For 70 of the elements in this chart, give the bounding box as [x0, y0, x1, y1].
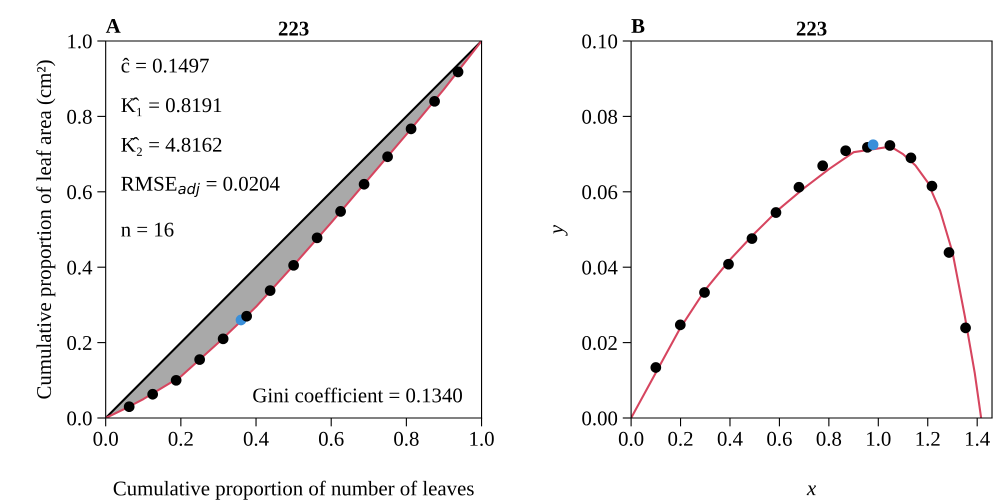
x-tick-label: 1.0: [867, 432, 891, 446]
y-tick-label: 0.2: [67, 336, 92, 350]
y-tick-label: 0.10: [582, 34, 618, 49]
x-tick-label: 0.4: [244, 432, 269, 446]
point: [699, 287, 710, 298]
point: [746, 233, 758, 244]
x-tick-label: 0.4: [718, 432, 743, 446]
point: [794, 182, 804, 193]
point: [884, 140, 896, 151]
point: [382, 151, 393, 162]
annotation: RMSE$_{adj}$ = 0.0204: [121, 176, 280, 198]
y-tick-label: 0.00: [582, 411, 618, 426]
y-axis-title: y: [554, 224, 568, 236]
point: [406, 123, 416, 134]
x-axis-title: Cumulative proportion of number of leaves: [114, 480, 474, 500]
y-tick-label: 0.02: [582, 336, 617, 350]
chart-title: 223: [796, 22, 826, 36]
y-tick-label: 0.0: [67, 411, 92, 426]
x-tick-label: 0.8: [816, 432, 842, 446]
y-tick-label: 0.6: [67, 185, 92, 200]
x-tick-label: 0.6: [318, 432, 344, 446]
point: [926, 180, 938, 192]
point: [124, 401, 135, 412]
point: [840, 145, 852, 156]
annotation: Gini coefficient = 0.1340: [253, 388, 462, 403]
annotation: K̂₁ = 0.8191: [121, 98, 222, 116]
text: A: [106, 19, 121, 33]
y-tick-label: 0.08: [582, 110, 618, 124]
point: [452, 66, 464, 78]
x-tick-label: 1.0: [470, 432, 494, 446]
annotation: ĉ = 0.1497: [122, 58, 209, 73]
point: [335, 206, 346, 217]
annotation: n = 16: [121, 222, 174, 237]
point: [650, 362, 662, 373]
x-tick-label: 0.2: [168, 432, 193, 446]
y-tick-label: 0.8: [67, 110, 92, 124]
x-tick-label: 1.4: [966, 432, 990, 446]
y-tick-label: 0.04: [582, 260, 618, 275]
point: [723, 258, 734, 270]
annotation: K̂₂ = 4.8162: [121, 137, 222, 156]
point: [960, 322, 971, 334]
point: [312, 232, 322, 244]
x-axis-title: x: [806, 486, 816, 496]
x-tick-label: 0.2: [668, 432, 692, 446]
x-tick-label: 0.6: [767, 432, 792, 446]
point: [218, 333, 228, 344]
x-tick-label: 0.8: [394, 432, 419, 446]
point: [147, 388, 158, 400]
text: B: [631, 19, 644, 33]
point: [906, 152, 916, 164]
y-tick-label: 0.06: [582, 185, 618, 200]
point: [170, 374, 182, 386]
y-tick-label: 0.4: [67, 260, 92, 275]
point: [429, 96, 440, 107]
y-axis-title: Cumulative proportion of leaf area (cm²): [36, 60, 56, 399]
chart-title: 223: [278, 22, 309, 36]
x-tick-label: 0.0: [618, 432, 644, 446]
point: [288, 260, 299, 271]
point: [944, 247, 954, 258]
point: [868, 139, 878, 150]
point: [264, 285, 276, 296]
point: [194, 354, 205, 365]
point: [241, 310, 252, 322]
y-tick-label: 1.0: [68, 34, 92, 49]
point: [817, 160, 828, 172]
point: [358, 178, 370, 190]
x-tick-label: 0.0: [93, 432, 118, 446]
x-tick-label: 1.2: [916, 432, 940, 446]
point: [674, 320, 686, 330]
point: [770, 207, 782, 218]
